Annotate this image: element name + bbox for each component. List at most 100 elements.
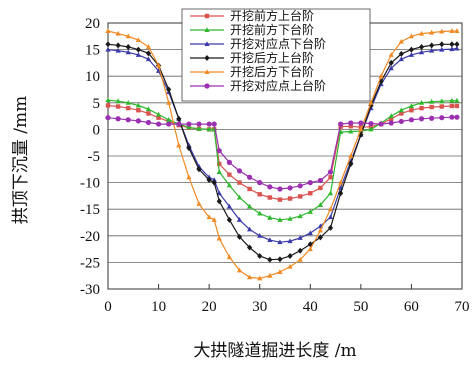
legend-label: 开挖前方下台阶: [230, 22, 314, 37]
data-point: [298, 183, 303, 188]
data-point: [205, 14, 209, 18]
data-point: [328, 214, 333, 219]
data-point: [450, 104, 454, 108]
y-tick-label: 0: [93, 122, 101, 138]
data-point: [212, 121, 217, 126]
data-point: [257, 233, 262, 238]
data-point: [247, 187, 251, 191]
legend-label: 开挖对应点上台阶: [230, 78, 326, 93]
data-point: [328, 190, 333, 195]
data-point: [277, 186, 282, 191]
data-point: [277, 256, 282, 262]
data-point: [338, 121, 343, 126]
data-point: [409, 47, 414, 53]
data-point: [186, 174, 191, 179]
x-tick-label: 50: [353, 299, 368, 315]
data-point: [237, 168, 242, 173]
data-point: [449, 115, 454, 120]
data-point: [196, 121, 201, 126]
data-point: [196, 201, 201, 206]
data-point: [136, 47, 141, 53]
y-tick-label: 5: [93, 96, 101, 112]
data-point: [454, 41, 459, 47]
data-point: [186, 121, 191, 126]
y-tick-label: -10: [80, 176, 100, 192]
data-point: [105, 28, 110, 33]
data-point: [176, 143, 181, 148]
series-line: [108, 117, 457, 189]
data-point: [257, 211, 262, 216]
y-tick-label: -30: [80, 282, 100, 298]
data-point: [308, 230, 313, 235]
data-point: [419, 106, 423, 110]
legend-label: 开挖后方下台阶: [230, 64, 314, 79]
data-point: [105, 41, 110, 47]
data-point: [166, 121, 171, 126]
y-tick-label: -25: [80, 255, 100, 271]
x-tick-label: 30: [252, 299, 267, 315]
data-point: [126, 44, 131, 50]
legend-label: 开挖对应点下台阶: [230, 36, 326, 51]
x-tick-label: 70: [455, 299, 470, 315]
data-point: [227, 254, 232, 259]
data-point: [116, 116, 121, 121]
x-axis-title: 大拱隧道掘进长度 /m: [193, 341, 356, 361]
data-point: [328, 175, 332, 179]
data-point: [409, 108, 413, 112]
x-tick-label: 40: [303, 299, 318, 315]
data-point: [267, 184, 272, 189]
data-point: [227, 160, 232, 165]
data-point: [449, 41, 454, 47]
data-point: [378, 121, 383, 126]
data-point: [399, 119, 404, 124]
data-point: [287, 253, 292, 259]
data-point: [126, 106, 130, 110]
y-tick-label: 10: [85, 69, 100, 85]
x-tick-label: 0: [104, 299, 112, 315]
series-1: [106, 103, 459, 202]
y-tick-label: 20: [85, 16, 100, 32]
legend-label: 开挖前方上台阶: [230, 8, 314, 23]
data-point: [318, 178, 323, 183]
data-point: [338, 190, 343, 196]
data-point: [440, 104, 444, 108]
data-point: [358, 120, 363, 125]
data-point: [217, 169, 222, 174]
data-point: [298, 248, 303, 254]
data-point: [217, 236, 222, 241]
data-point: [348, 120, 353, 125]
x-tick-label: 10: [151, 299, 166, 315]
data-point: [176, 116, 181, 122]
data-point: [176, 121, 181, 126]
data-point: [389, 120, 394, 125]
data-point: [116, 104, 120, 108]
data-point: [287, 185, 292, 190]
x-tick-label: 60: [404, 299, 419, 315]
data-point: [247, 175, 252, 180]
y-tick-label: -20: [80, 229, 100, 245]
data-point: [156, 121, 161, 126]
data-point: [429, 42, 434, 48]
data-point: [429, 105, 433, 109]
y-tick-label: 15: [85, 43, 100, 59]
data-point: [288, 196, 292, 200]
data-point: [146, 44, 151, 49]
y-tick-label: -5: [88, 149, 101, 165]
legend-label: 开挖后方上台阶: [230, 50, 314, 65]
data-point: [308, 209, 313, 214]
data-point: [278, 197, 282, 201]
data-point: [429, 116, 434, 121]
data-point: [126, 117, 131, 122]
y-axis-title: 拱顶下沉量 /mm: [11, 96, 31, 224]
data-point: [267, 257, 272, 263]
data-point: [318, 228, 323, 233]
data-point: [146, 111, 150, 115]
data-point: [308, 191, 312, 195]
data-point: [207, 121, 212, 126]
data-point: [439, 115, 444, 120]
data-point: [105, 115, 110, 120]
data-point: [419, 44, 424, 50]
data-point: [287, 264, 292, 269]
data-point: [268, 195, 272, 199]
data-point: [439, 41, 444, 47]
